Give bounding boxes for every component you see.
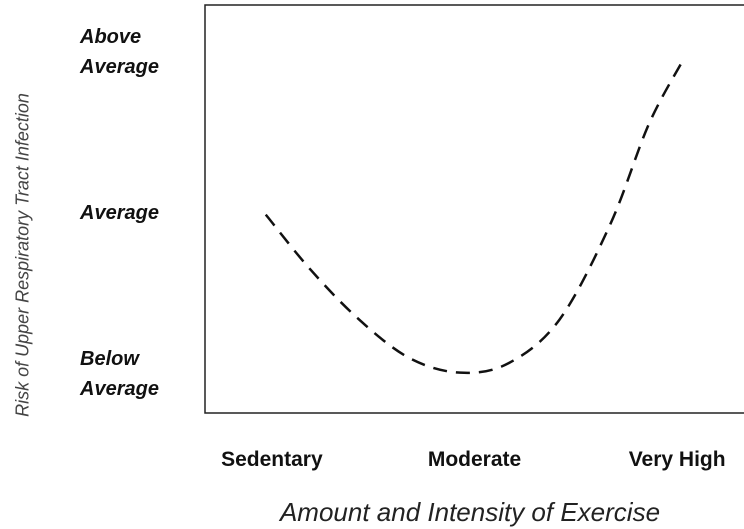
x-axis-title: Amount and Intensity of Exercise [279, 497, 661, 527]
y-tick-label: Average [80, 202, 159, 225]
y-tick-label: Below Average [80, 348, 159, 401]
y-tick-label: Above Average [80, 25, 159, 78]
x-tick-label: Sedentary [221, 448, 323, 471]
y-axis-title: Risk of Upper Respiratory Tract Infectio… [12, 93, 33, 417]
x-tick-label: Very High [628, 448, 726, 471]
x-tick-label: Moderate [427, 448, 522, 471]
plot-frame [204, 4, 744, 414]
line-series [264, 59, 685, 375]
